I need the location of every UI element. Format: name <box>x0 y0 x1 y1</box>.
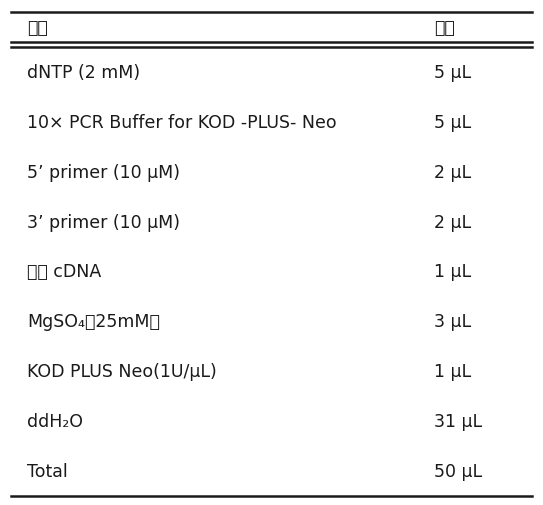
Text: 5 μL: 5 μL <box>434 64 471 82</box>
Text: 5 μL: 5 μL <box>434 114 471 132</box>
Text: 1 μL: 1 μL <box>434 263 471 281</box>
Text: 10× PCR Buffer for KOD -PLUS- Neo: 10× PCR Buffer for KOD -PLUS- Neo <box>27 114 337 132</box>
Text: 31 μL: 31 μL <box>434 412 483 430</box>
Text: 3 μL: 3 μL <box>434 313 471 331</box>
Text: MgSO₄（25mM）: MgSO₄（25mM） <box>27 313 160 331</box>
Text: 2 μL: 2 μL <box>434 164 471 181</box>
Text: 模板 cDNA: 模板 cDNA <box>27 263 102 281</box>
Text: 2 μL: 2 μL <box>434 213 471 231</box>
Text: 3’ primer (10 μM): 3’ primer (10 μM) <box>27 213 180 231</box>
Text: ddH₂O: ddH₂O <box>27 412 83 430</box>
Text: KOD PLUS Neo(1U/μL): KOD PLUS Neo(1U/μL) <box>27 363 217 380</box>
Text: 试剂: 试剂 <box>27 19 48 37</box>
Text: 50 μL: 50 μL <box>434 462 483 480</box>
Text: dNTP (2 mM): dNTP (2 mM) <box>27 64 140 82</box>
Text: Total: Total <box>27 462 68 480</box>
Text: 1 μL: 1 μL <box>434 363 471 380</box>
Text: 体积: 体积 <box>434 19 455 37</box>
Text: 5’ primer (10 μM): 5’ primer (10 μM) <box>27 164 180 181</box>
